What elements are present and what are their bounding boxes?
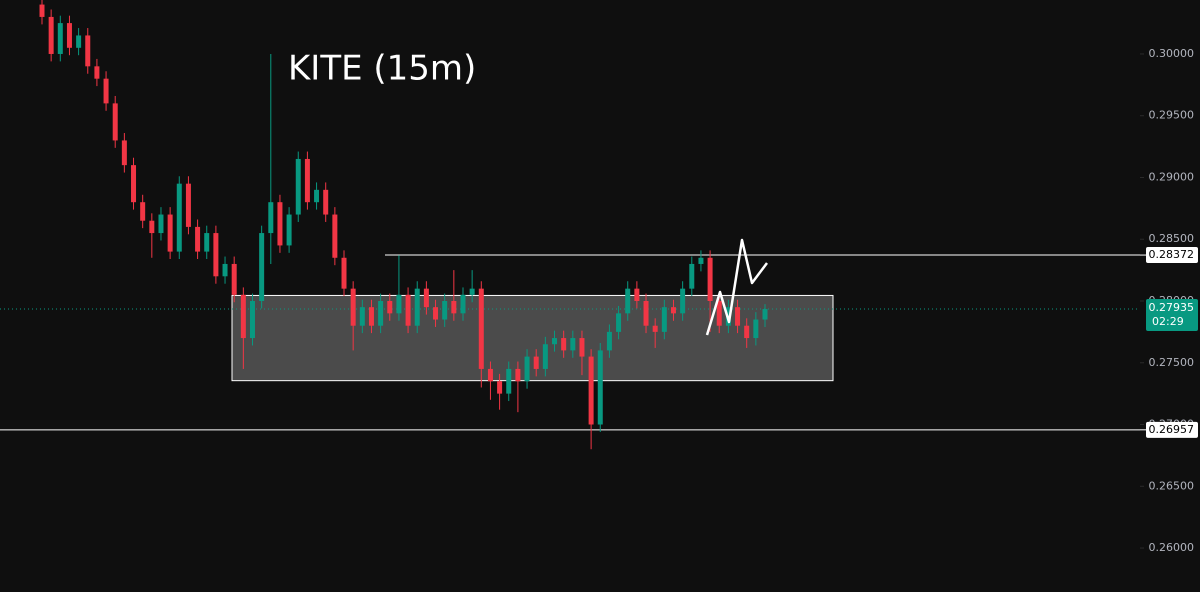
candle-body bbox=[94, 66, 100, 79]
candle-body bbox=[39, 4, 45, 17]
level-label: 0.26957 bbox=[1149, 423, 1195, 436]
last-price-box bbox=[1146, 299, 1198, 332]
candle-body bbox=[240, 294, 246, 339]
candle-body bbox=[661, 307, 667, 332]
candle-body bbox=[552, 338, 558, 345]
candle-body bbox=[707, 257, 713, 302]
level-label-box bbox=[1146, 421, 1198, 438]
candle-body bbox=[634, 288, 640, 302]
candle-body bbox=[140, 202, 146, 221]
candle-body bbox=[85, 35, 91, 67]
candle-body bbox=[149, 220, 155, 234]
candle-body bbox=[680, 288, 686, 314]
candle-body bbox=[158, 214, 164, 234]
candle-body bbox=[451, 301, 457, 314]
candle-body bbox=[762, 309, 768, 320]
candle-body bbox=[616, 313, 622, 332]
y-tick-label: 0.27500 bbox=[1149, 356, 1195, 369]
candle-body bbox=[286, 214, 292, 246]
candle-body bbox=[213, 233, 219, 277]
y-tick-label: 0.26000 bbox=[1149, 541, 1195, 554]
candle-body bbox=[204, 233, 210, 252]
candle-body bbox=[195, 226, 201, 252]
candle-body bbox=[268, 202, 274, 234]
candle-body bbox=[579, 338, 585, 357]
candle-body bbox=[735, 307, 741, 326]
candle-body bbox=[606, 331, 612, 351]
drawn-arrow bbox=[705, 238, 768, 336]
candle-body bbox=[405, 294, 411, 326]
candle-body bbox=[350, 288, 356, 326]
candle-body bbox=[131, 165, 137, 203]
y-tick-label: 0.30000 bbox=[1149, 47, 1195, 60]
candle-body bbox=[323, 189, 329, 215]
candle-body bbox=[625, 288, 631, 314]
candle-body bbox=[259, 233, 265, 302]
candle-body bbox=[423, 288, 429, 308]
candle-body bbox=[460, 294, 466, 314]
candle-body bbox=[378, 301, 384, 326]
candle-body bbox=[121, 140, 127, 166]
candle-body bbox=[304, 158, 310, 203]
candle-body bbox=[506, 368, 512, 394]
candle-body bbox=[222, 263, 228, 277]
candle-body bbox=[670, 307, 676, 314]
candle-body bbox=[167, 214, 173, 252]
candle-body bbox=[359, 307, 365, 326]
candle-body bbox=[542, 344, 548, 369]
candle-body bbox=[112, 103, 118, 141]
candle-body bbox=[433, 307, 439, 320]
candle-body bbox=[597, 350, 603, 425]
candle-body bbox=[744, 325, 750, 339]
candle-body bbox=[643, 301, 649, 326]
candle-body bbox=[396, 294, 402, 314]
candle-body bbox=[387, 301, 393, 314]
candle-body bbox=[753, 319, 759, 339]
candle-body bbox=[332, 214, 338, 258]
candle-body bbox=[185, 183, 191, 227]
candle-body bbox=[533, 356, 539, 369]
candle-body bbox=[341, 257, 347, 289]
candle-body bbox=[442, 301, 448, 320]
candle-body bbox=[249, 301, 255, 339]
candle-body bbox=[515, 368, 521, 382]
y-tick-label: 0.29000 bbox=[1149, 170, 1195, 183]
candle-body bbox=[66, 23, 72, 48]
candle-body bbox=[698, 257, 704, 264]
chart-title: KITE (15m) bbox=[288, 49, 476, 89]
candle-body bbox=[497, 381, 503, 394]
candle-body bbox=[48, 16, 54, 54]
candle-body bbox=[716, 301, 722, 326]
candle-body bbox=[295, 158, 301, 215]
level-label-box bbox=[1146, 247, 1198, 264]
candle-body bbox=[469, 288, 475, 295]
y-tick-label: 0.29500 bbox=[1149, 109, 1195, 122]
candle-body bbox=[76, 35, 82, 48]
level-label: 0.28372 bbox=[1149, 248, 1195, 261]
candle-body bbox=[689, 263, 695, 289]
candle-body bbox=[652, 325, 658, 332]
candle-body bbox=[478, 288, 484, 369]
candle-body bbox=[588, 356, 594, 425]
candle-body bbox=[368, 307, 374, 326]
y-tick-label: 0.28500 bbox=[1149, 232, 1195, 245]
last-price-label: 0.27935 bbox=[1149, 301, 1195, 314]
candle-body bbox=[314, 189, 320, 203]
candle-body bbox=[487, 368, 493, 382]
candle-body bbox=[570, 338, 576, 351]
countdown-label: 02:29 bbox=[1152, 315, 1184, 328]
range-box bbox=[231, 294, 834, 382]
candle-body bbox=[231, 263, 237, 295]
y-tick-label: 0.26500 bbox=[1149, 479, 1195, 492]
candle-body bbox=[176, 183, 182, 252]
candle-body bbox=[524, 356, 530, 382]
candle-body bbox=[277, 202, 283, 246]
candle-body bbox=[103, 78, 109, 104]
candle-body bbox=[414, 288, 420, 326]
candle-body bbox=[57, 23, 63, 54]
candle-body bbox=[561, 338, 567, 351]
